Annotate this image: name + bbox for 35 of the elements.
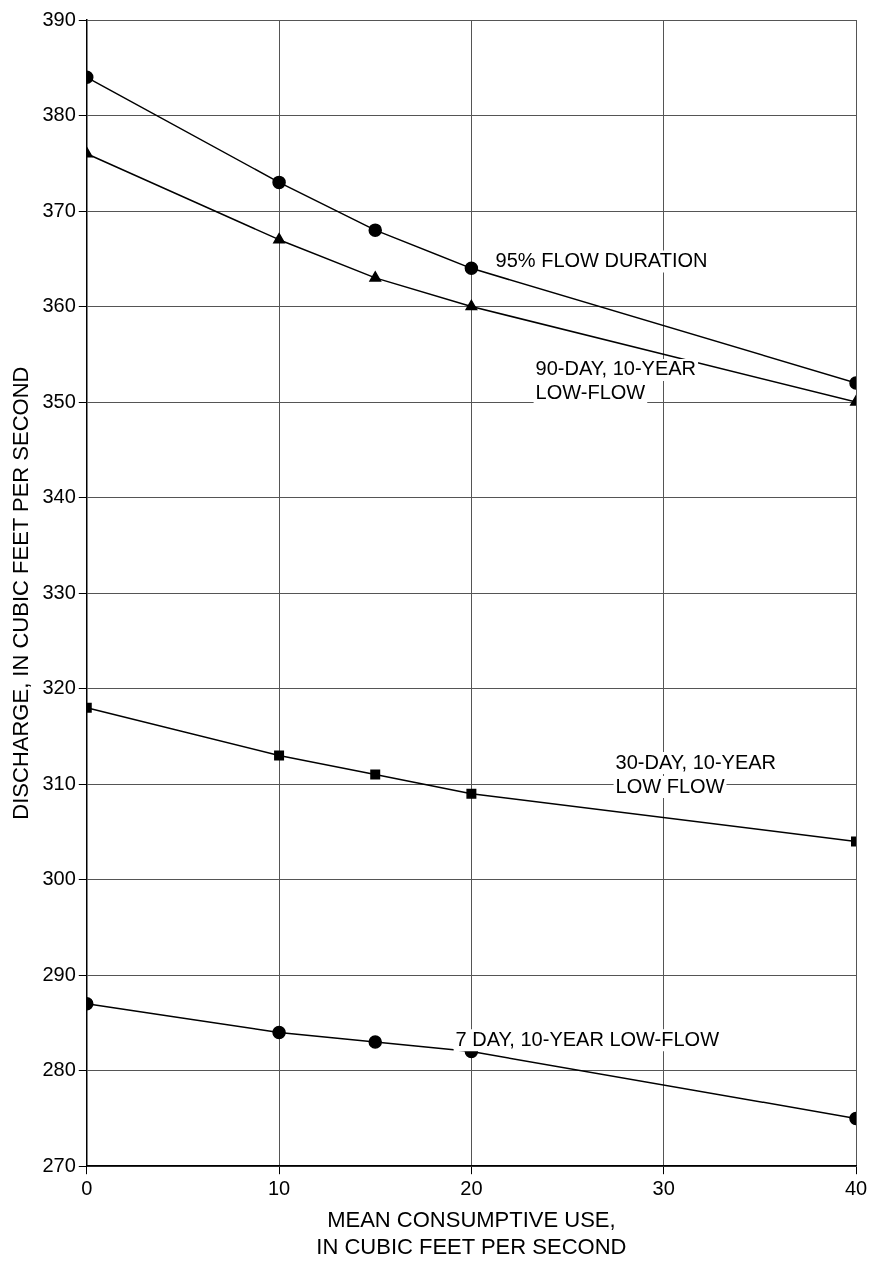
- y-tick-label: 330: [42, 580, 76, 603]
- series-label: 90-DAY, 10-YEAR LOW-FLOW: [535, 357, 697, 404]
- series-label: 7 DAY, 10-YEAR LOW-FLOW: [455, 1027, 720, 1050]
- y-tick-label: 340: [42, 485, 76, 508]
- y-tick-label: 280: [42, 1058, 76, 1081]
- x-tick-label: 10: [267, 1176, 291, 1199]
- point: [274, 750, 285, 761]
- y-tick-label: 370: [42, 198, 76, 221]
- y-axis-title: DISCHARGE, IN CUBIC FEET PER SECOND: [8, 366, 34, 820]
- x-tick-label: 20: [460, 1176, 483, 1199]
- x-tick-label: 40: [844, 1176, 868, 1199]
- y-tick-label: 270: [42, 1153, 76, 1176]
- y-tick-label: 300: [42, 867, 76, 890]
- point: [273, 232, 286, 244]
- point: [368, 223, 382, 237]
- point: [464, 261, 479, 276]
- series-label: 30-DAY, 10-YEAR LOW FLOW: [615, 750, 777, 797]
- x-tick-label: 30: [652, 1176, 675, 1199]
- y-tick-label: 310: [42, 771, 76, 794]
- y-tick-label: 320: [42, 676, 76, 699]
- point: [272, 1025, 286, 1040]
- x-axis-title: MEAN CONSUMPTIVE USE, IN CUBIC FEET PER SECOND: [316, 1207, 627, 1259]
- y-tick-label: 360: [42, 294, 76, 317]
- point: [466, 788, 477, 799]
- point: [370, 769, 381, 780]
- y-tick-label: 350: [42, 389, 76, 412]
- point: [465, 299, 478, 311]
- point: [272, 175, 286, 190]
- series-label: 95% FLOW DURATION: [495, 249, 708, 272]
- x-tick-label: 0: [81, 1176, 93, 1199]
- y-tick-label: 290: [42, 962, 76, 985]
- y-tick-label: 380: [42, 103, 76, 126]
- point: [369, 271, 382, 282]
- y-tick-label: 390: [42, 7, 76, 30]
- point: [368, 1035, 382, 1049]
